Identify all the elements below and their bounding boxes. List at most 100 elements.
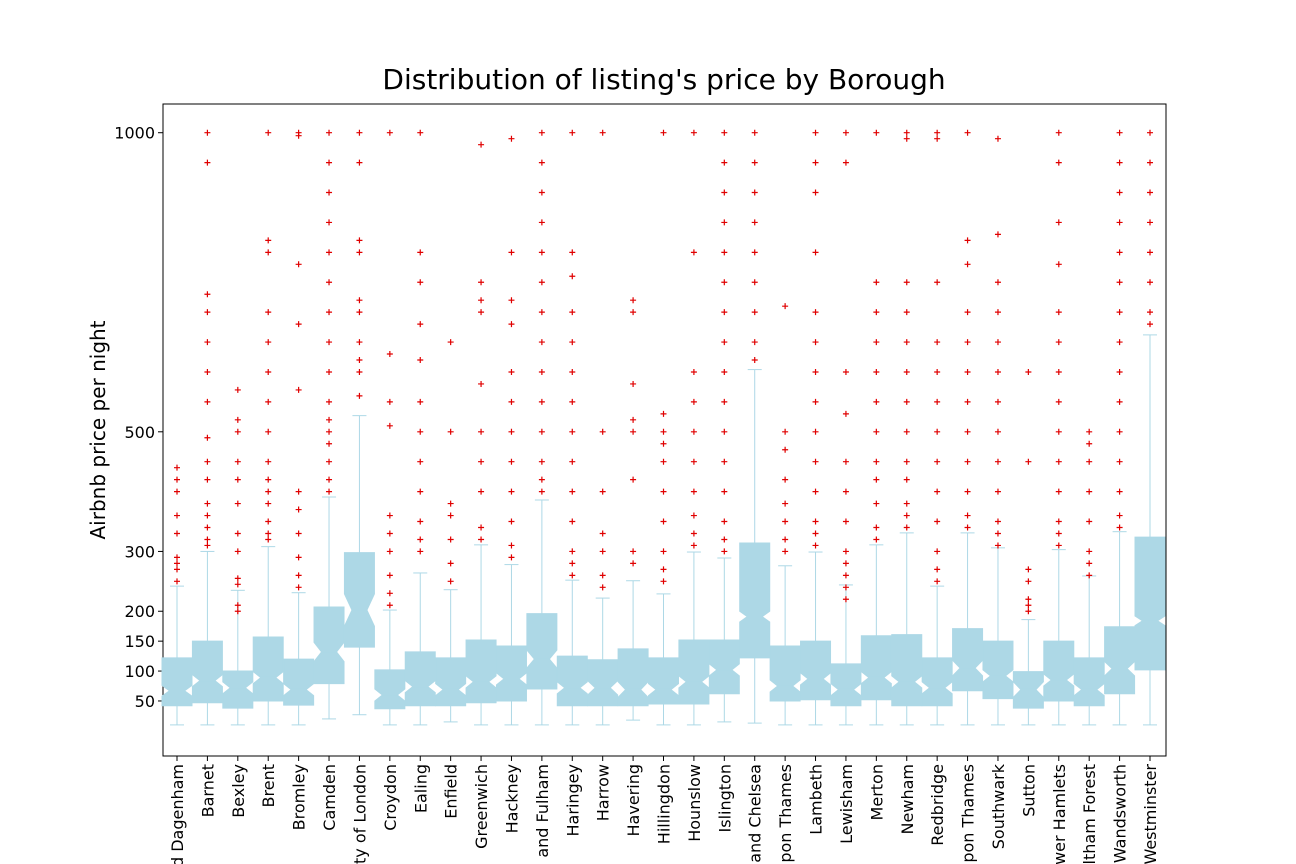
outlier [508,518,515,525]
outlier [873,536,880,543]
box-group [1104,129,1136,726]
x-tick-label: Enfield [442,764,461,819]
outlier [751,219,758,226]
outlier [234,575,241,582]
box-group [1134,129,1166,726]
outlier [812,129,819,136]
outlier [873,129,880,136]
outlier [1086,440,1093,447]
box [587,659,619,707]
outlier [751,279,758,286]
outlier [356,129,363,136]
outlier [1147,219,1153,226]
outlier [295,261,302,268]
outlier [447,536,454,543]
outlier [690,249,697,256]
outlier [508,488,515,495]
outlier [994,518,1001,525]
outlier [326,339,333,346]
box [1043,640,1075,702]
outlier [356,159,363,166]
outlier [265,129,272,136]
outlier [812,488,819,495]
outlier [994,231,1001,238]
outlier [873,398,880,405]
outlier [964,309,971,316]
outlier [751,129,758,136]
box-group [404,129,436,726]
outlier [569,309,576,316]
outlier [812,518,819,525]
outlier [1025,608,1032,615]
outlier [204,476,211,483]
outlier [934,548,941,555]
outlier [1086,428,1093,435]
outlier [873,279,880,286]
outlier [295,554,302,561]
outlier [1025,578,1032,585]
outlier [630,297,637,304]
x-tick-label: Sutton [1019,764,1038,817]
box-group [800,129,832,726]
x-tick-label: Hillingdon [655,764,674,844]
outlier [660,410,667,417]
outlier [174,560,180,567]
outlier [265,500,272,507]
outlier [569,488,576,495]
outlier [690,129,697,136]
outlier [386,602,393,609]
box [161,657,193,707]
outlier [1086,458,1093,465]
outlier [295,386,302,393]
box-group [161,464,193,726]
outlier [447,560,454,567]
outlier [934,129,941,136]
outlier [721,129,728,136]
x-tick-label: Merton [867,764,886,820]
outlier [721,548,728,555]
outlier [326,416,333,423]
outlier [417,357,424,364]
x-tick-label: Croydon [381,764,400,831]
outlier [1147,279,1153,286]
outlier [812,530,819,537]
box [222,670,254,709]
outlier [994,309,1001,316]
outlier [1116,189,1123,196]
outlier [812,189,819,196]
outlier [569,273,576,280]
outlier [174,530,180,537]
outlier [873,458,880,465]
outlier [873,500,880,507]
outlier [751,159,758,166]
x-tick-label: City of London [350,764,369,864]
box [921,657,953,707]
x-tick-label: Barnet [198,764,217,817]
outlier [964,237,971,244]
outlier [538,219,545,226]
outlier [812,368,819,375]
outlier [569,428,576,435]
outlier [538,368,545,375]
outlier [265,309,272,316]
box [617,648,649,707]
box [1134,536,1166,671]
outlier [326,488,333,495]
outlier [204,536,211,543]
outlier [690,542,697,549]
outlier [326,309,333,316]
outlier [994,428,1001,435]
outlier [630,548,637,555]
outlier [478,428,485,435]
box-group [769,303,801,726]
y-tick-label: 200 [124,602,155,621]
outlier [1116,279,1123,286]
outlier [660,566,667,573]
x-tick-label: Redbridge [928,764,947,846]
box-group [860,129,892,726]
x-tick-label: Harrow [594,764,613,821]
outlier [1055,159,1062,166]
box-group [252,129,284,726]
outlier [234,581,241,588]
